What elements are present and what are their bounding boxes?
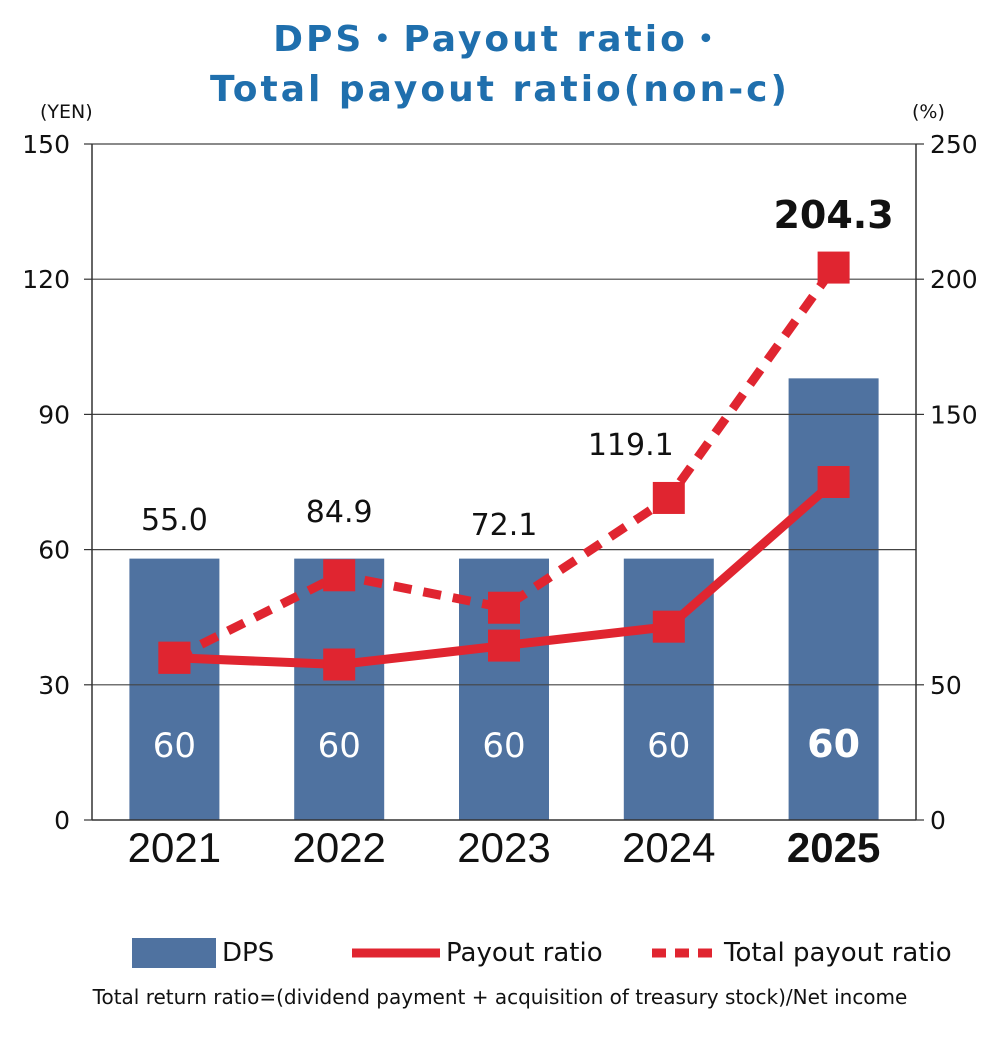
dps-bar [294,558,385,820]
payout-ratio-point [323,648,356,681]
total-payout-label: 55.0 [141,503,208,538]
dps-bar-label: 60 [807,722,860,766]
payout-ratio-point [652,610,685,643]
left-tick-label: 90 [38,400,70,429]
dps-payout-chart: 0 30 60 90 120 150 0 50 150 200 250 (YEN) (%) 60 60 60 6… [22,101,978,871]
footnote: Total return ratio=(dividend payment + a… [92,985,908,1009]
left-tick-label: 120 [22,265,70,294]
left-tick-label: 60 [38,536,70,565]
left-axis-unit: (YEN) [40,101,93,123]
left-tick-label: 150 [22,130,70,159]
total-payout-label: 72.1 [471,508,538,543]
total-payout-label: 204.3 [773,193,893,237]
total-payout-point [323,559,356,592]
right-tick-label: 250 [930,130,978,159]
chart-title-line2: Total payout ratio(non-c) [210,69,790,110]
chart-title-line1: DPS・Payout ratio・ [273,19,727,60]
payout-ratio-point [158,641,191,674]
payout-ratio-point [817,466,850,498]
legend-total-label: Total payout ratio [724,938,952,968]
dps-bar-label: 60 [482,726,525,766]
total-payout-line [172,264,838,662]
x-tick-label: 2023 [457,824,550,871]
left-tick-label: 30 [38,671,70,700]
dps-bar-label: 60 [318,726,361,766]
x-tick-label: 2025 [787,824,880,871]
legend-payout-label: Payout ratio [446,938,603,968]
x-tick-label: 2021 [128,824,221,871]
x-tick-label: 2022 [292,824,385,871]
right-tick-label: 200 [930,265,978,294]
legend-dps-swatch [132,938,216,968]
total-payout-label: 84.9 [306,495,373,530]
right-tick-label: 50 [930,671,962,700]
right-tick-label: 0 [930,806,946,835]
total-payout-label: 119.1 [588,428,674,463]
right-tick-label: 150 [930,400,978,429]
dps-bar [129,558,220,820]
dps-bar [788,378,879,820]
right-axis-unit: (%) [912,101,945,123]
legend-swatches [132,938,718,968]
total-payout-point [817,251,850,284]
legend-dps-label: DPS [222,938,275,968]
payout-ratio-point [488,629,520,662]
total-payout-point [488,591,520,624]
x-tick-label: 2024 [622,824,715,871]
dps-bar-label: 60 [153,726,196,766]
total-payout-point [652,481,685,514]
dps-bar-label: 60 [647,726,690,766]
left-tick-label: 0 [54,806,70,835]
